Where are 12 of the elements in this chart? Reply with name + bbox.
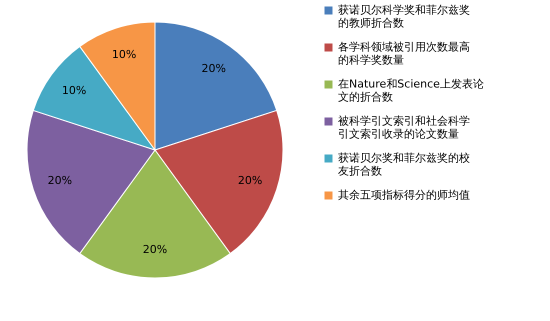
data-label: 10% xyxy=(62,84,86,98)
data-label: 20% xyxy=(142,243,168,256)
data-label: 20% xyxy=(238,174,262,187)
legend-label: 各学科领域被引用次数最高的科学奖数量 xyxy=(338,40,470,66)
legend-label: 其余五项指标得分的师均值 xyxy=(338,188,470,202)
data-label: 20% xyxy=(48,174,72,187)
legend-label: 被科学引文索引和社会科学引文索引收录的论文数量 xyxy=(338,114,470,140)
legend-label: 在Nature和Science上发表论文的折合数 xyxy=(338,78,484,104)
data-label: 20% xyxy=(202,62,226,76)
legend-label: 获诺贝尔奖和菲尔兹奖的校友折合数 xyxy=(338,152,470,178)
data-label: 10% xyxy=(112,48,136,61)
legend-label: 获诺贝尔科学奖和菲尔兹奖的教师折合数 xyxy=(338,4,470,30)
